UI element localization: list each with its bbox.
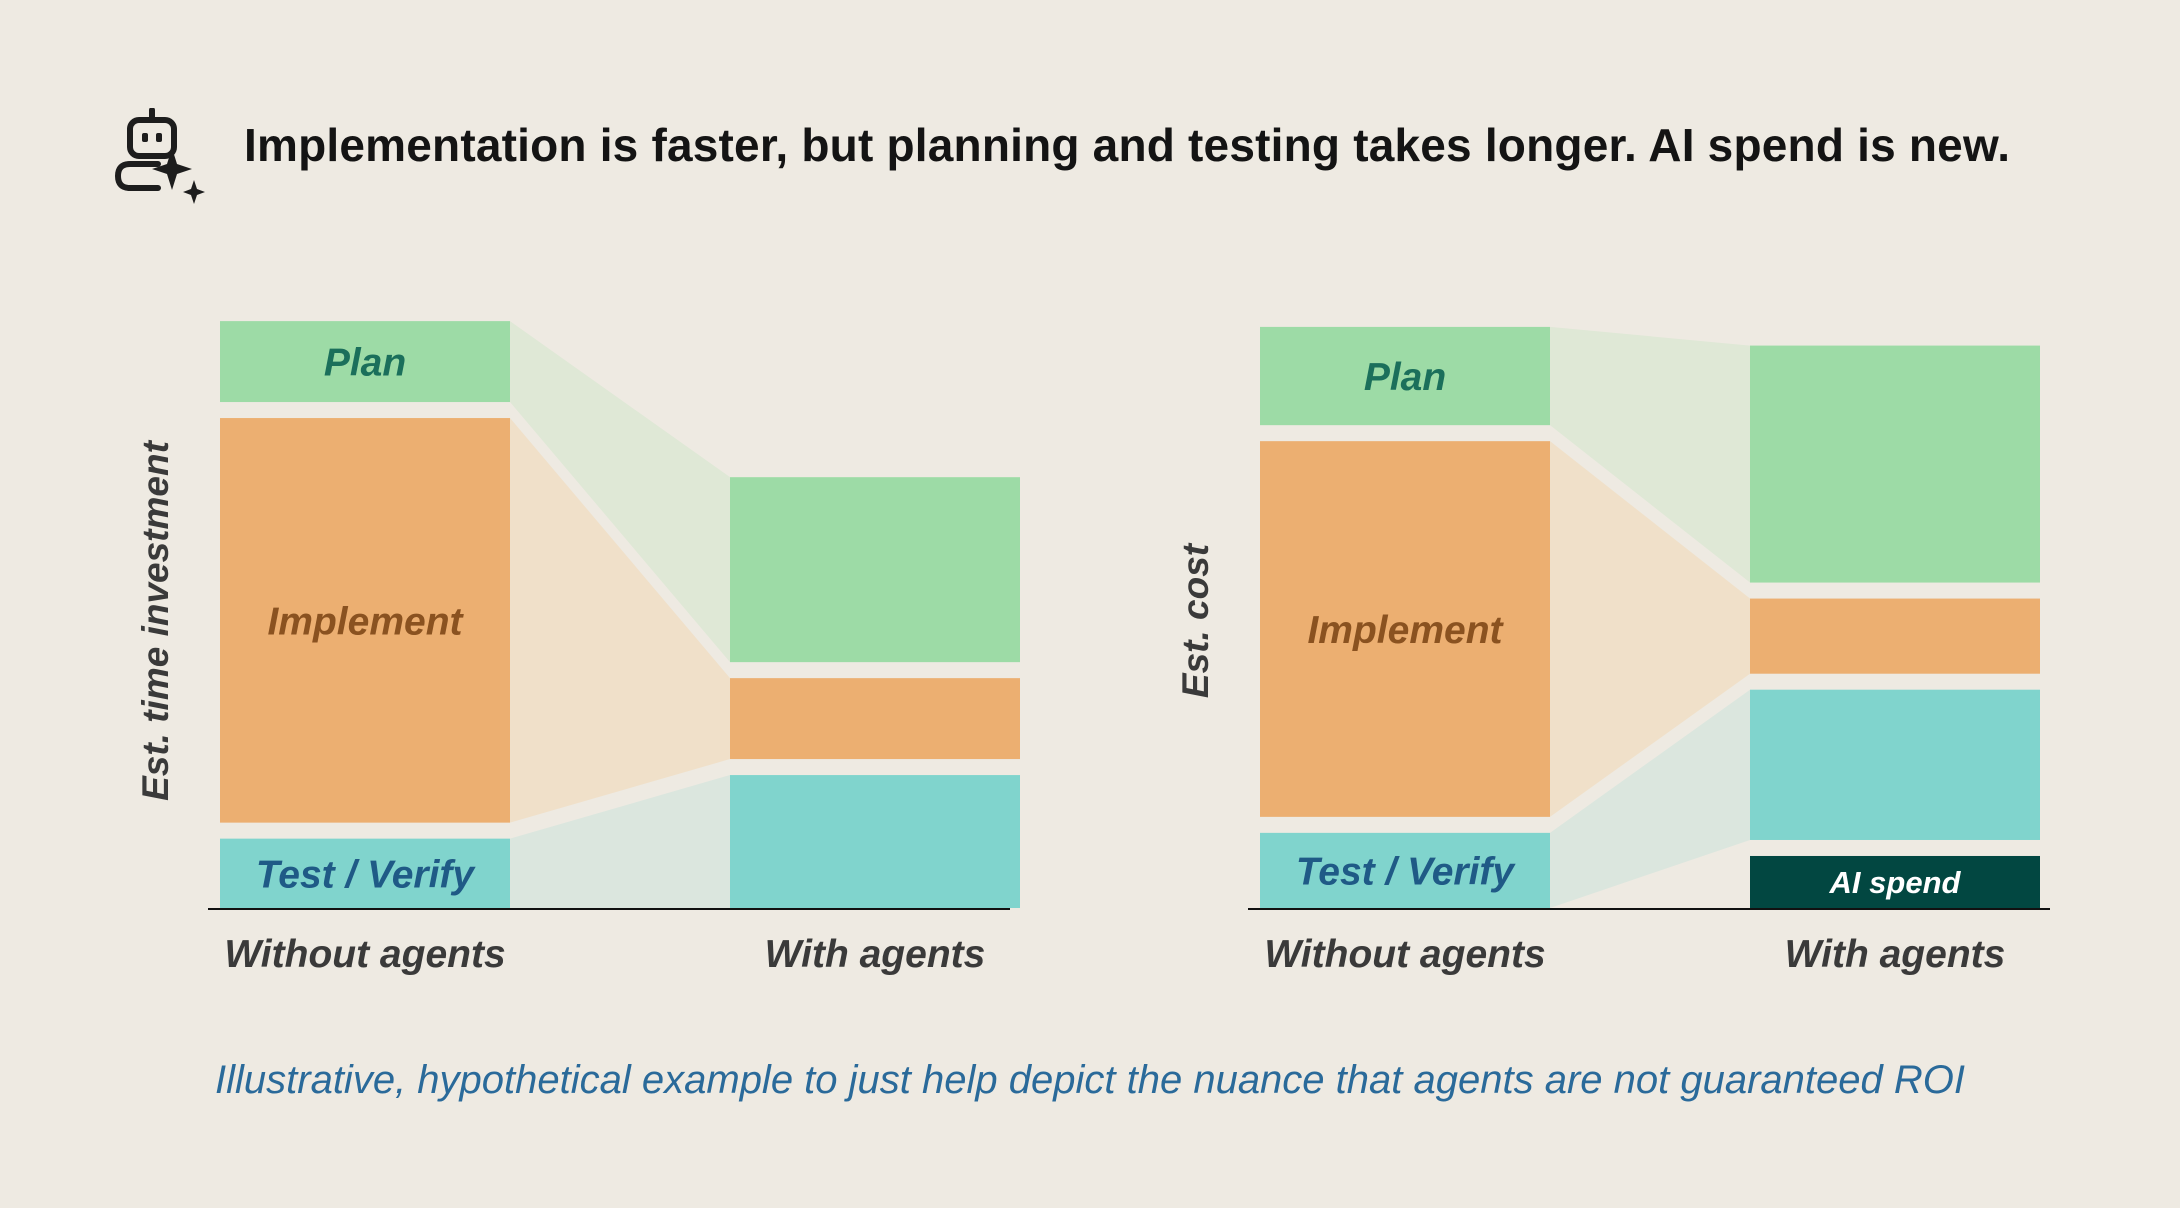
page-title: Implementation is faster, but planning a… — [244, 119, 2011, 171]
bar-test-without — [1260, 832, 1550, 908]
bar-plan-without — [1260, 326, 1550, 426]
bar-plan-without — [220, 321, 510, 403]
flow-band-implement — [510, 418, 730, 823]
segment-label-plan: Plan — [324, 342, 406, 385]
y-axis-label: Est. cost — [1175, 542, 1216, 698]
footnote: Illustrative, hypothetical example to ju… — [215, 1058, 1965, 1102]
flow-band-implement — [1550, 441, 1750, 817]
bar-ai-with — [1750, 855, 2040, 908]
bar-implement-without — [220, 418, 510, 823]
bar-test-without — [220, 838, 510, 908]
bar-implement-with — [1750, 598, 2040, 674]
flow-band-plan — [510, 321, 730, 663]
segment-label-implement: Implement — [1307, 609, 1504, 652]
segment-label-ai: AI spend — [1829, 865, 1962, 900]
bar-plan-with — [1750, 345, 2040, 583]
bar-implement-with — [730, 678, 1020, 760]
robot-sparkle-icon — [114, 108, 205, 204]
segment-label-plan: Plan — [1364, 356, 1446, 399]
segment-label-test: Test / Verify — [256, 853, 477, 896]
category-label-with-agents: With agents — [765, 933, 986, 976]
bar-implement-without — [1260, 441, 1550, 817]
category-label-with-agents: With agents — [1785, 933, 2006, 976]
flow-band-test — [1550, 689, 1750, 908]
bar-test-with — [1750, 689, 2040, 840]
category-label-without-agents: Without agents — [1264, 933, 1545, 976]
category-label-without-agents: Without agents — [224, 933, 505, 976]
bar-test-with — [730, 775, 1020, 908]
flow-band-test — [510, 775, 730, 908]
segment-label-implement: Implement — [267, 600, 464, 643]
flow-band-plan — [1550, 326, 1750, 583]
bar-plan-with — [730, 477, 1020, 663]
segment-label-test: Test / Verify — [1296, 850, 1517, 893]
y-axis-label: Est. time investment — [135, 439, 176, 801]
